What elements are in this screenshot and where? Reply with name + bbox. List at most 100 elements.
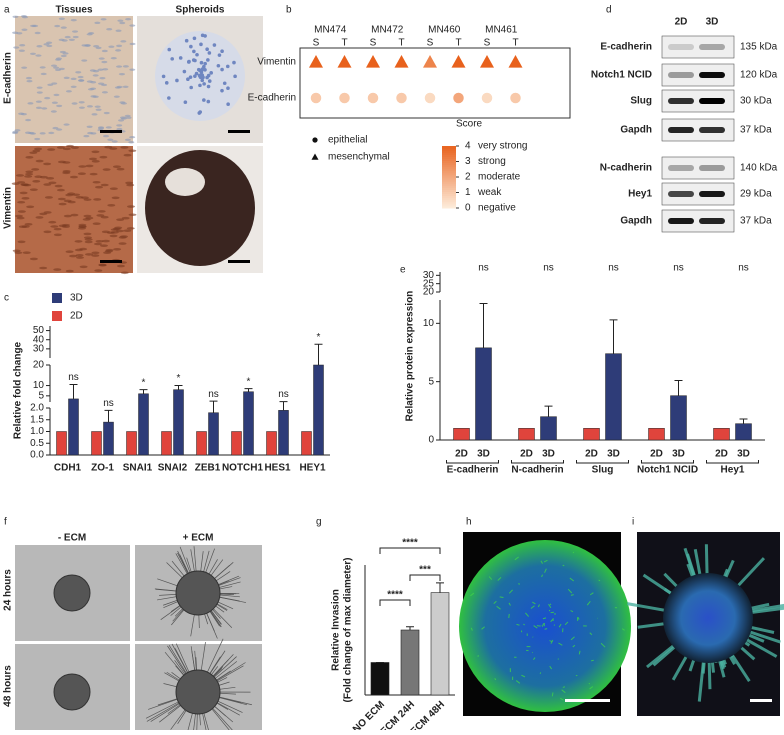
texture [40,176,48,179]
texture [12,182,20,185]
texture [64,77,70,79]
bracket [707,460,759,463]
texture [81,59,87,61]
texture [226,65,230,69]
texture [101,18,107,20]
texture [91,254,99,257]
texture [41,107,47,109]
texture [94,269,102,272]
texture [17,201,25,204]
texture [20,183,28,186]
texture [83,135,89,137]
texture [116,30,122,32]
texture [165,81,169,85]
error-bar [105,410,113,422]
texture [12,16,18,18]
error-bar [480,304,488,348]
panel-letter: d [606,5,612,16]
texture [35,216,43,219]
spheroid [176,670,220,714]
texture [56,105,62,107]
y-tick-label: 30 [423,270,435,281]
texture [13,249,21,252]
blot-label: Notch1 NCID [591,70,652,81]
error-bar [740,419,748,424]
x-tick-label: E-cadherin [447,465,499,476]
texture [117,168,125,171]
texture [95,186,103,189]
texture [111,57,117,59]
texture [544,625,545,626]
column-header: + ECM [183,533,214,544]
texture [202,82,206,86]
texture [93,74,99,76]
texture [198,84,202,88]
texture [25,223,33,226]
texture [87,126,93,128]
scale-bar [100,130,122,133]
texture [47,148,55,151]
x-tick-label: ZEB1 [195,463,221,474]
texture [26,80,32,82]
texture [25,170,33,173]
texture [53,94,59,96]
texture [40,132,46,134]
texture [195,53,199,57]
texture [205,47,209,51]
texture [99,77,105,79]
texture [203,62,207,66]
texture [21,113,27,115]
texture [116,230,124,233]
texture [18,240,26,243]
significance: ns [103,398,114,409]
texture [91,150,99,153]
texture [109,147,117,150]
error-bar [610,320,618,354]
bar [519,428,535,440]
texture [95,105,101,107]
texture [98,127,104,129]
texture [563,565,565,566]
texture [25,173,33,176]
texture [19,225,27,228]
heat-cell [339,93,350,104]
texture [509,614,510,618]
axis-title: Relative protein expression [405,291,416,422]
bar [162,432,172,456]
texture [16,174,24,177]
band [699,218,725,224]
texture [101,61,107,63]
spheroid [459,540,631,712]
legend-swatch [52,293,62,303]
error-bar [70,385,78,399]
significance: * [142,377,146,388]
texture [79,101,85,103]
texture [110,187,118,190]
heat-cell [453,93,464,104]
texture [25,156,33,159]
texture [185,39,189,43]
frame [300,48,570,118]
texture [48,132,54,134]
texture [102,50,108,52]
column-label: S [313,38,320,49]
texture [106,249,114,252]
x-sub-label: 2D [585,449,598,460]
texture [12,32,18,34]
row-header: E-cadherin [3,52,14,104]
texture [116,45,122,47]
blot-size: 140 kDa [740,163,778,174]
texture [54,25,60,27]
texture [175,79,179,83]
blot-label: Slug [630,96,652,107]
texture [107,139,113,141]
texture [85,217,93,220]
texture [186,77,190,81]
texture [116,218,124,221]
texture [130,43,136,45]
texture [218,53,222,57]
y-tick-label: 1.5 [30,414,44,425]
texture [61,55,67,57]
texture [90,173,98,176]
texture [66,270,74,273]
